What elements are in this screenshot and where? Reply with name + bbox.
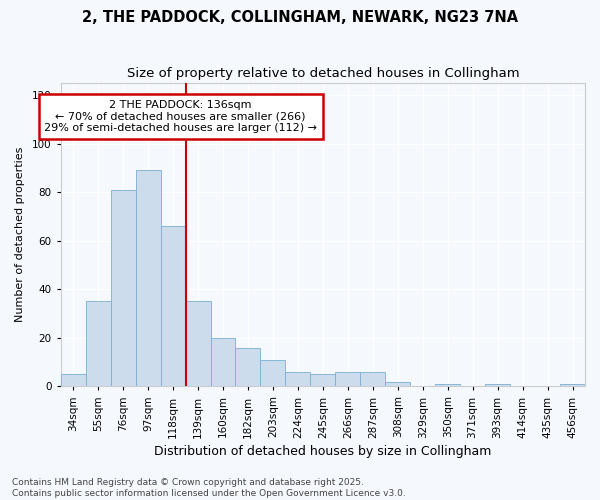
Bar [136, 170, 161, 386]
Y-axis label: Number of detached properties: Number of detached properties [15, 147, 25, 322]
Bar [435, 384, 460, 386]
Text: 2 THE PADDOCK: 136sqm
← 70% of detached houses are smaller (266)
29% of semi-det: 2 THE PADDOCK: 136sqm ← 70% of detached … [44, 100, 317, 133]
X-axis label: Distribution of detached houses by size in Collingham: Distribution of detached houses by size … [154, 444, 491, 458]
Bar [335, 372, 361, 386]
Bar [86, 302, 110, 386]
Bar [286, 372, 310, 386]
Bar [185, 302, 211, 386]
Bar [560, 384, 585, 386]
Bar [485, 384, 510, 386]
Bar [61, 374, 86, 386]
Text: Contains HM Land Registry data © Crown copyright and database right 2025.
Contai: Contains HM Land Registry data © Crown c… [12, 478, 406, 498]
Bar [385, 382, 410, 386]
Bar [361, 372, 385, 386]
Bar [110, 190, 136, 386]
Bar [161, 226, 185, 386]
Bar [260, 360, 286, 386]
Bar [235, 348, 260, 387]
Bar [211, 338, 235, 386]
Bar [310, 374, 335, 386]
Title: Size of property relative to detached houses in Collingham: Size of property relative to detached ho… [127, 68, 519, 80]
Text: 2, THE PADDOCK, COLLINGHAM, NEWARK, NG23 7NA: 2, THE PADDOCK, COLLINGHAM, NEWARK, NG23… [82, 10, 518, 25]
